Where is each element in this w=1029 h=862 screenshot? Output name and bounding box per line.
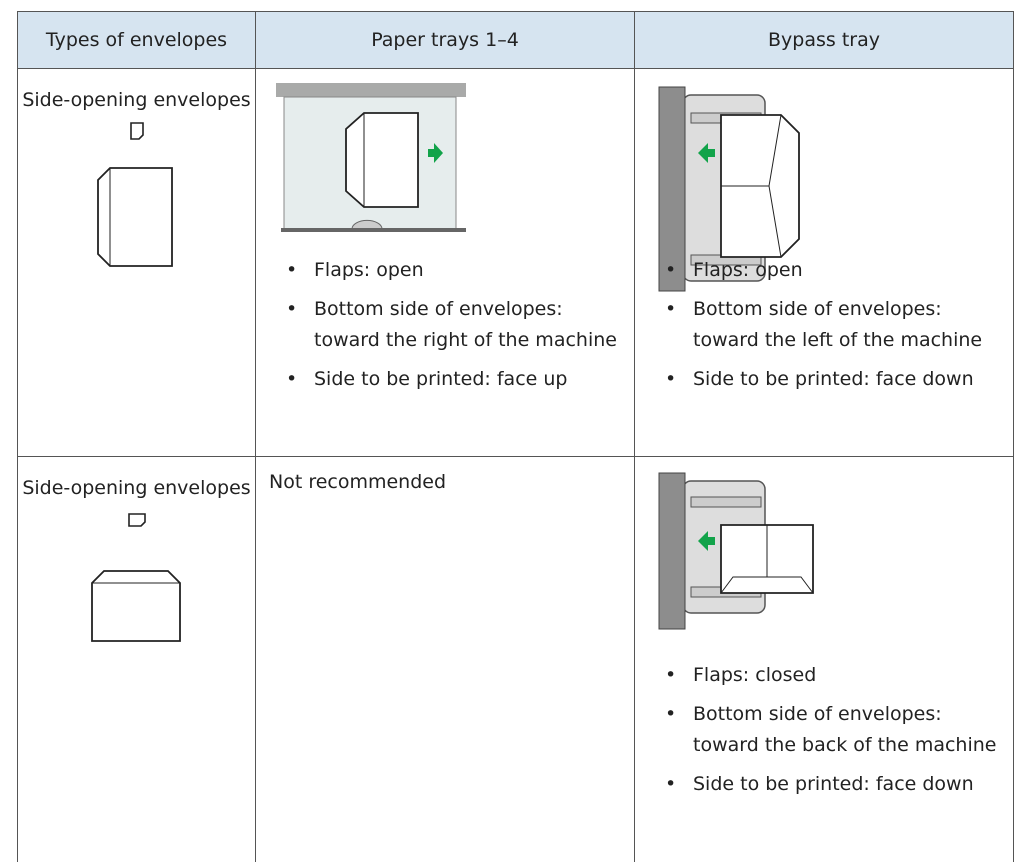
bullet-list: Flaps: closed Bottom side of envelopes: … — [659, 660, 1005, 808]
bullet-list: Flaps: open Bottom side of envelopes: to… — [280, 255, 626, 403]
orientation-icon — [129, 122, 144, 140]
bullet: Side to be printed: face down — [659, 364, 1005, 395]
envelope-illustration — [91, 570, 181, 642]
bullet: Side to be printed: face up — [280, 364, 626, 395]
bullet-list: Flaps: open Bottom side of envelopes: to… — [659, 255, 1005, 403]
bullet: Bottom side of envelopes: toward the bac… — [659, 699, 1005, 761]
header-cell: Paper trays 1–4 — [255, 11, 634, 68]
type-cell: Side-opening envelopes — [17, 68, 255, 456]
type-label: Side-opening envelopes — [18, 69, 255, 148]
bypass-illustration — [658, 472, 814, 630]
orientation-icon — [127, 513, 146, 527]
envelope-illustration — [97, 167, 173, 267]
type-label: Side-opening envelopes — [18, 457, 255, 536]
tray-cell: Not recommended — [255, 456, 634, 862]
bullet: Side to be printed: face down — [659, 769, 1005, 800]
note: Not recommended — [269, 471, 447, 493]
tray-illustration — [276, 83, 466, 232]
bullet: Flaps: open — [280, 255, 626, 286]
bypass-cell: Flaps: closed Bottom side of envelopes: … — [634, 456, 1014, 862]
bullet: Bottom side of envelopes: toward the lef… — [659, 294, 1005, 356]
type-text: Side-opening envelopes — [22, 477, 251, 499]
header-cell: Types of envelopes — [17, 11, 255, 68]
header-cell: Bypass tray — [634, 11, 1014, 68]
bullet: Bottom side of envelopes: toward the rig… — [280, 294, 626, 356]
type-text: Side-opening envelopes — [22, 89, 251, 111]
type-cell: Side-opening envelopes — [17, 456, 255, 862]
bullet: Flaps: open — [659, 255, 1005, 286]
bypass-cell: Flaps: open Bottom side of envelopes: to… — [634, 68, 1014, 456]
tray-cell: Flaps: open Bottom side of envelopes: to… — [255, 68, 634, 456]
bullet: Flaps: closed — [659, 660, 1005, 691]
